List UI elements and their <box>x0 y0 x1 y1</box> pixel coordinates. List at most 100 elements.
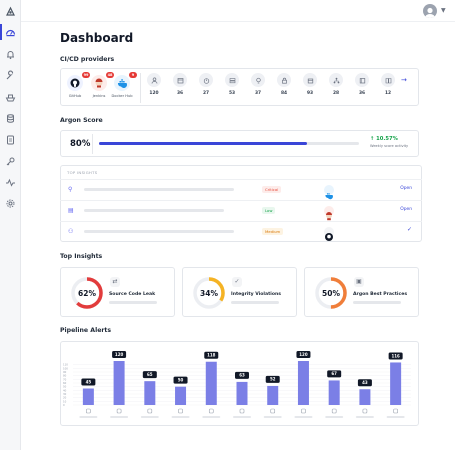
chart-bar[interactable] <box>82 388 94 406</box>
stat-calendar[interactable]: 36 <box>169 73 191 96</box>
category-label-placeholder <box>355 416 374 418</box>
bar-value-tag <box>327 370 342 378</box>
wrench-icon[interactable] <box>4 69 17 82</box>
stat-users[interactable]: 120 <box>143 73 165 96</box>
stat-insights[interactable]: 37 <box>247 73 269 96</box>
category-icon <box>270 408 276 414</box>
argon-score-value: 80% <box>70 139 91 149</box>
chart-bar[interactable] <box>236 381 248 405</box>
provider-name: Docker Hub <box>111 94 133 98</box>
clipboard-icon[interactable] <box>4 133 17 146</box>
chart-bar[interactable] <box>297 361 309 405</box>
chart-bar[interactable] <box>328 380 340 405</box>
y-tick-label: 60 <box>63 381 67 385</box>
page-title: Dashboard <box>60 31 134 45</box>
y-tick-label: 50 <box>63 385 67 389</box>
bell-icon[interactable] <box>4 48 17 61</box>
provider-github[interactable]: 99 GitHub <box>63 72 90 98</box>
provider-name: GitHub <box>68 94 82 98</box>
open-link[interactable]: Open <box>400 207 412 212</box>
stat-network[interactable]: 28 <box>325 73 347 96</box>
chart-bar[interactable] <box>113 361 125 405</box>
category-label-placeholder <box>202 416 221 418</box>
category-icon <box>301 408 306 414</box>
category-icon <box>362 408 368 414</box>
category-label-placeholder <box>325 416 344 418</box>
user-icon <box>147 73 161 87</box>
jenkins-icon <box>91 75 107 91</box>
y-tick-label: 70 <box>63 377 67 381</box>
dashboard-icon[interactable] <box>4 26 17 39</box>
stat-stack[interactable]: 36 <box>351 73 373 96</box>
argon-score-delta-value: 10.57% <box>376 136 398 142</box>
provider-docker-hub[interactable]: 9 Docker Hub <box>110 72 137 98</box>
insight-row[interactable]: ⚇ Medium ✓ <box>60 221 422 241</box>
stat-secrets[interactable]: 84 <box>273 73 295 96</box>
bar-value-label: 65 <box>147 372 153 377</box>
category-label-placeholder <box>140 416 159 418</box>
bar-value-tag <box>388 352 403 360</box>
provider-badge: 48 <box>106 72 114 78</box>
insights-table-header: TOP INSIGHTS <box>67 170 98 175</box>
check-circle-icon[interactable]: ✓ <box>406 226 412 233</box>
category-icon <box>178 408 183 414</box>
user-avatar[interactable] <box>423 4 437 18</box>
bar-value-tag <box>357 379 372 387</box>
y-tick-label: 110 <box>63 363 68 367</box>
severity-badge: Medium <box>262 228 284 235</box>
book-icon <box>381 73 395 87</box>
bar-value-tag <box>296 351 311 358</box>
gauge-value: 50% <box>322 288 340 298</box>
y-tick-label: 10 <box>63 399 67 403</box>
section-title-top-insights: Top Insights <box>60 253 103 260</box>
users-icon: ⚇ <box>68 228 74 235</box>
provider-jenkins[interactable]: 48 Jenkins <box>87 72 114 98</box>
insight-row[interactable]: ⚲ Critical Open <box>60 179 422 200</box>
stat-value: 27 <box>202 91 210 96</box>
stat-packages[interactable]: 93 <box>299 73 321 96</box>
y-tick-label: 20 <box>63 396 67 400</box>
insight-row[interactable]: ▤ Low Open <box>60 200 422 221</box>
gauge-card-source-code-leak[interactable]: 62% ⇄ Source Code Leak <box>60 267 175 317</box>
box-icon <box>303 73 317 87</box>
arrow-up-icon: ↑ <box>370 136 377 142</box>
activity-icon[interactable] <box>4 176 17 189</box>
stat-value: 36 <box>358 91 366 96</box>
bar-value-tag <box>235 371 249 379</box>
database-icon[interactable] <box>4 112 17 125</box>
stat-value: 53 <box>228 91 236 96</box>
argon-score-divider <box>92 134 93 154</box>
settings-icon[interactable] <box>4 197 17 210</box>
bar-value-label: 67 <box>331 371 337 376</box>
stat-value: 93 <box>306 91 314 96</box>
topbar: ▼ <box>21 0 455 22</box>
chart-bar[interactable] <box>175 386 187 405</box>
category-icon <box>116 408 122 414</box>
logo-icon[interactable] <box>4 5 17 18</box>
stat-value: 84 <box>280 91 288 96</box>
ship-icon[interactable] <box>4 91 17 104</box>
chart-bar[interactable] <box>359 389 371 405</box>
stat-docs[interactable]: 12 <box>377 73 399 96</box>
jenkins-icon <box>324 206 334 221</box>
stat-timer[interactable]: 27 <box>195 73 217 96</box>
chevron-down-icon[interactable]: ▼ <box>441 7 446 14</box>
argon-score-progress-fill <box>99 142 307 145</box>
open-link[interactable]: Open <box>400 186 412 191</box>
arrow-right-icon[interactable]: → <box>401 76 407 84</box>
bar-value-label: 50 <box>178 377 184 382</box>
chart-bar[interactable] <box>267 385 279 405</box>
gauge-card-argon-best-practices[interactable]: 50% ▣ Argon Best Practices <box>304 267 419 317</box>
stat-servers[interactable]: 53 <box>221 73 243 96</box>
y-tick-label: 100 <box>63 366 68 370</box>
gauge-value: 34% <box>200 288 218 298</box>
chart-bar[interactable] <box>144 381 156 405</box>
category-label-placeholder <box>294 416 313 418</box>
github-icon <box>67 75 83 91</box>
gauge-card-integrity-violations[interactable]: 34% ✓ Integrity Violations <box>182 267 297 317</box>
key-icon[interactable] <box>4 155 17 168</box>
chart-bar[interactable] <box>390 362 402 405</box>
bar-value-tag <box>204 351 219 359</box>
severity-badge: Critical <box>262 186 282 193</box>
chart-bar[interactable] <box>205 361 217 405</box>
